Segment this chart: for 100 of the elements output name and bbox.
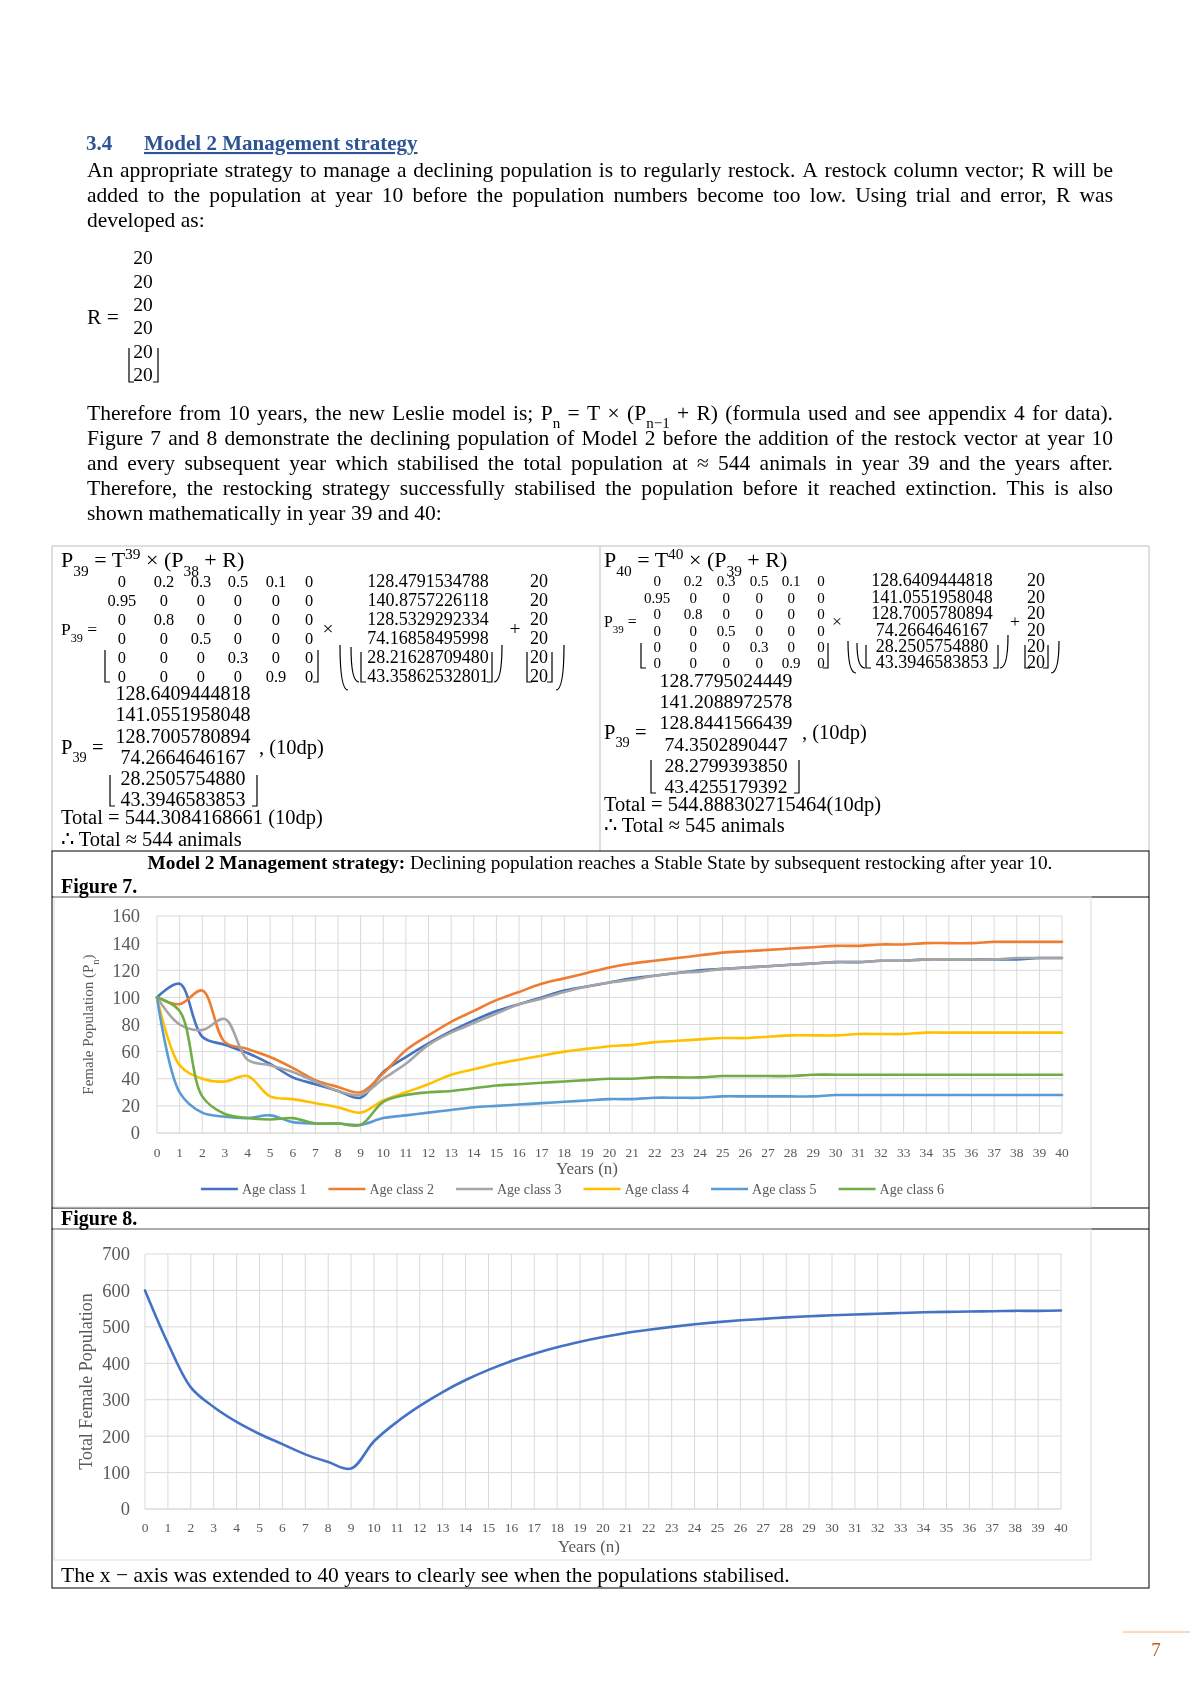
text: P$_{39}$ = xyxy=(604,721,647,750)
y-tick-label: 80 xyxy=(121,1014,140,1035)
text: 0 0 0 0.3 0 0 xyxy=(117,648,314,667)
x-tick-label: 39 xyxy=(1031,1520,1046,1535)
x-tick-label: 2 xyxy=(187,1520,195,1535)
x-tick-label: 34 xyxy=(919,1145,934,1160)
x-tick-label: 34 xyxy=(916,1520,931,1535)
x-tick-label: 26 xyxy=(733,1520,748,1535)
x-tick-label: 35 xyxy=(942,1145,956,1160)
x-tick-label: 12 xyxy=(413,1520,427,1535)
x-axis-title: Years (n) xyxy=(555,1159,619,1178)
text: 128.5329292334 xyxy=(367,609,489,629)
x-tick-label: 29 xyxy=(806,1145,821,1160)
y-tick-label: 40 xyxy=(121,1069,140,1090)
x-tick-label: 17 xyxy=(534,1145,549,1160)
x-tick-label: 25 xyxy=(715,1145,730,1160)
x-tick-label: 35 xyxy=(939,1520,954,1535)
x-tick-label: 20 xyxy=(596,1520,610,1535)
y-tick-label: 20 xyxy=(121,1096,140,1117)
x-tick-label: 30 xyxy=(829,1145,843,1160)
y-tick-label: 140 xyxy=(112,933,140,954)
x-tick-label: 11 xyxy=(390,1520,404,1535)
y-tick-label: 500 xyxy=(102,1317,130,1338)
x-tick-label: 32 xyxy=(871,1520,885,1535)
text: 20 xyxy=(530,571,548,591)
x-tick-label: 24 xyxy=(693,1145,707,1160)
x-tick-label: 38 xyxy=(1008,1520,1023,1535)
x-tick-label: 7 xyxy=(312,1145,319,1160)
x-tick-label: 0 xyxy=(153,1145,161,1160)
x-tick-label: 19 xyxy=(573,1520,588,1535)
text: 20 xyxy=(530,647,548,667)
x-tick-label: 16 xyxy=(512,1145,526,1160)
y-tick-label: 200 xyxy=(102,1426,130,1447)
x-tick-label: 32 xyxy=(874,1145,888,1160)
y-tick-label: 700 xyxy=(102,1244,130,1265)
text: 74.16858495998 xyxy=(367,628,489,648)
x-tick-label: 17 xyxy=(527,1520,542,1535)
x-tick-label: 28 xyxy=(783,1145,798,1160)
x-tick-label: 40 xyxy=(1055,1145,1069,1160)
x-tick-label: 6 xyxy=(289,1145,297,1160)
legend-label: Age class 3 xyxy=(496,1181,562,1197)
x-tick-label: 10 xyxy=(367,1520,381,1535)
text: 43.35862532801 xyxy=(367,666,489,686)
y-tick-label: 100 xyxy=(102,1463,130,1484)
x-tick-label: 18 xyxy=(550,1520,565,1535)
text: + xyxy=(509,618,521,639)
x-tick-label: 39 xyxy=(1032,1145,1047,1160)
text: 3.4 xyxy=(86,131,113,155)
legend-label: Age class 2 xyxy=(369,1181,434,1197)
x-tick-label: 16 xyxy=(504,1520,519,1535)
x-tick-label: 14 xyxy=(458,1520,473,1535)
text: 28.21628709480 xyxy=(367,647,489,667)
x-tick-label: 3 xyxy=(221,1145,229,1160)
x-tick-label: 27 xyxy=(761,1145,775,1160)
text: , (10dp) xyxy=(802,721,867,744)
x-tick-label: 5 xyxy=(256,1520,264,1535)
y-tick-label: 160 xyxy=(112,906,140,927)
x-tick-label: 36 xyxy=(962,1520,977,1535)
text: Model 2 Management strategy xyxy=(144,131,419,155)
y-tick-label: 600 xyxy=(102,1280,130,1301)
x-tick-label: 18 xyxy=(557,1145,572,1160)
text: The x − axis was extended to 40 years to clearly see when the populations stabilised. xyxy=(61,1563,790,1587)
text: 28.2505754880 xyxy=(120,767,246,789)
text: 20 xyxy=(530,590,548,610)
x-tick-label: 12 xyxy=(421,1145,436,1160)
text: 0 0 0 0.3 0 0 xyxy=(653,639,825,655)
text: × xyxy=(832,611,842,631)
x-tick-label: 20 xyxy=(602,1145,617,1160)
x-tick-label: 36 xyxy=(964,1145,979,1160)
text: 7 xyxy=(1151,1639,1161,1660)
x-tick-label: 23 xyxy=(664,1520,679,1535)
legend-label: Age class 6 xyxy=(879,1181,945,1197)
legend-label: Age class 4 xyxy=(624,1181,690,1197)
x-tick-label: 15 xyxy=(489,1145,504,1160)
x-tick-label: 19 xyxy=(580,1145,594,1160)
text: 20 xyxy=(530,628,548,648)
text: 0 0.8 0 0 0 0 xyxy=(117,610,314,629)
text: 28.2799393850 xyxy=(664,754,788,776)
x-tick-label: 4 xyxy=(244,1145,252,1160)
text: 20 xyxy=(530,666,548,686)
x-tick-label: 7 xyxy=(301,1520,309,1535)
text: ∴ Total ≈ 544 animals xyxy=(61,828,242,850)
x-tick-label: 22 xyxy=(648,1145,662,1160)
text: 0 0 0 0 0.9 0 xyxy=(653,655,825,671)
chart-subtitle: Figure 7. xyxy=(61,875,138,898)
x-tick-label: 10 xyxy=(376,1145,391,1160)
x-tick-label: 8 xyxy=(334,1145,342,1160)
x-tick-label: 23 xyxy=(670,1145,685,1160)
text: 0 0 0.5 0 0 0 xyxy=(653,623,825,639)
chart-title: Figure 8. xyxy=(61,1207,138,1230)
x-tick-label: 27 xyxy=(756,1520,771,1535)
y-tick-label: 60 xyxy=(121,1042,140,1063)
x-tick-label: 21 xyxy=(625,1145,639,1160)
text: 128.6409444818 xyxy=(871,570,993,590)
x-tick-label: 38 xyxy=(1010,1145,1024,1160)
x-tick-label: 11 xyxy=(399,1145,413,1160)
text: 128.8441566439 xyxy=(659,711,793,733)
text: 0.95 0 0 0 0 0 xyxy=(644,590,825,606)
text: × xyxy=(322,618,334,639)
legend-label: Age class 5 xyxy=(752,1181,817,1197)
